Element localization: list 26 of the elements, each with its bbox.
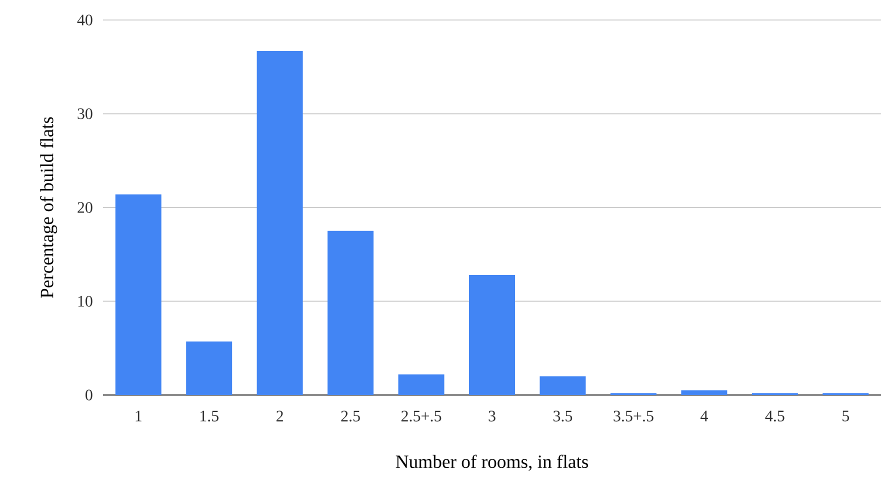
y-tick-label: 20: [78, 202, 92, 213]
y-tick-label: 40: [77, 14, 92, 26]
x-tick-label: 3: [488, 410, 496, 422]
bar: [328, 230, 374, 395]
x-tick-label: 2: [276, 410, 283, 422]
bar: [540, 376, 586, 395]
bar: [115, 194, 162, 395]
x-tick-label: 1: [136, 410, 142, 422]
bar: [469, 275, 516, 395]
bar: [256, 50, 303, 395]
x-tick-label: 3.5: [554, 410, 572, 422]
x-tick-label: 3.5+.5: [614, 410, 654, 422]
y-tick-label: 10: [78, 296, 92, 307]
bar: [681, 390, 728, 395]
y-tick-label: 30: [78, 108, 92, 120]
x-tick-label: 4: [700, 410, 708, 422]
x-tick-label: 2.5+.5: [401, 410, 442, 422]
x-tick-label: 1.5: [200, 410, 218, 422]
bar: [398, 374, 444, 395]
x-tick-label: 2.5: [341, 410, 360, 422]
x-tick-label: 5: [842, 410, 850, 422]
x-tick-label: 4.5: [765, 410, 784, 422]
x-axis-title: Number of rooms, in flats: [396, 454, 588, 471]
y-tick-label: 0: [86, 390, 92, 400]
bar: [186, 342, 232, 395]
y-axis-title: Percentage of build flats: [40, 117, 58, 298]
